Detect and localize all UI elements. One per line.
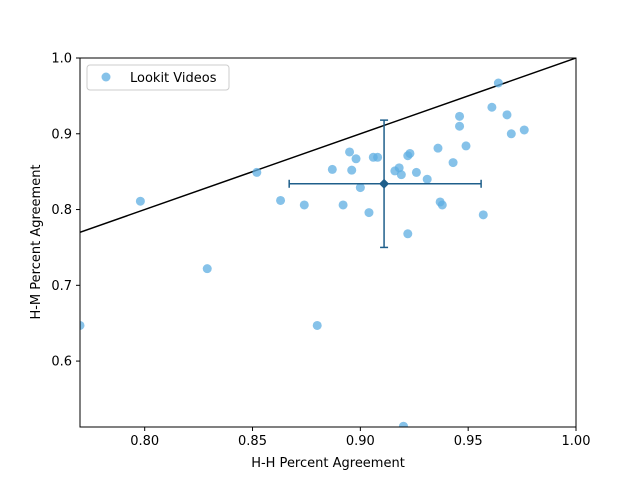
data-point <box>519 125 529 135</box>
legend-label: Lookit Videos <box>130 71 217 86</box>
data-point <box>351 154 361 164</box>
y-tick-label: 1.0 <box>51 52 72 67</box>
data-point <box>252 167 262 177</box>
y-tick-label: 0.9 <box>51 127 72 142</box>
data-point <box>433 143 443 153</box>
data-point <box>347 165 357 175</box>
y-tick-label: 0.7 <box>51 279 72 294</box>
x-tick-label: 0.80 <box>130 434 159 449</box>
data-point <box>455 111 465 121</box>
data-point <box>448 158 458 168</box>
x-axis-ticks: 0.80 0.85 0.90 0.95 1.00 <box>130 427 590 449</box>
x-tick-label: 1.00 <box>562 434 591 449</box>
legend: Lookit Videos <box>86 64 230 91</box>
legend-marker <box>101 72 111 82</box>
y-axis-label: H-M Percent Agreement <box>29 164 44 319</box>
data-point <box>80 320 85 330</box>
data-point <box>276 195 286 205</box>
legend-box <box>86 64 230 91</box>
data-point <box>327 164 337 174</box>
data-point <box>338 200 348 210</box>
data-point <box>405 148 415 158</box>
x-tick-label: 0.90 <box>346 434 375 449</box>
data-point <box>502 110 512 120</box>
data-point <box>455 121 465 131</box>
data-point <box>478 210 488 220</box>
data-point <box>411 167 421 177</box>
data-point <box>398 421 408 427</box>
data-point <box>364 208 374 218</box>
data-point <box>506 129 516 139</box>
summary-point-marker <box>379 178 390 189</box>
data-point <box>202 264 212 274</box>
data-point <box>403 229 413 239</box>
y-axis-ticks: 0.6 0.7 0.8 0.9 1.0 <box>51 52 80 370</box>
x-axis-label: H-H Percent Agreement <box>251 456 405 471</box>
plot-area <box>80 58 576 427</box>
data-point <box>373 152 383 162</box>
data-point <box>355 183 365 193</box>
data-point <box>394 163 404 173</box>
y-tick-label: 0.8 <box>51 203 72 218</box>
data-point <box>422 174 432 184</box>
data-point <box>312 320 322 330</box>
data-point <box>345 147 355 157</box>
data-point <box>437 200 447 210</box>
data-point <box>396 170 406 180</box>
y-tick-label: 0.6 <box>51 355 72 370</box>
data-point <box>493 78 503 88</box>
data-point <box>299 200 309 210</box>
data-point <box>461 141 471 151</box>
identity-line <box>80 58 576 233</box>
data-point <box>135 196 145 206</box>
plot-frame <box>79 57 577 428</box>
data-point <box>487 102 497 112</box>
x-tick-label: 0.85 <box>238 434 267 449</box>
x-tick-label: 0.95 <box>454 434 483 449</box>
